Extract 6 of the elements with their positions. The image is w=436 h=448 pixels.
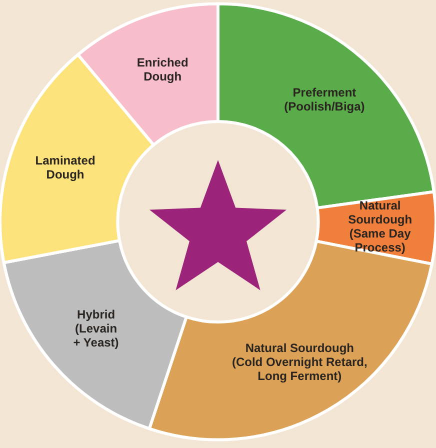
slice-label: Natural Sourdough (Cold Overnight Retard, Long Ferment) bbox=[232, 340, 368, 383]
slice-label: Preferment (Poolish/Biga) bbox=[284, 85, 365, 114]
slice-label: Laminated Dough bbox=[35, 153, 96, 182]
slice-label: Enriched Dough bbox=[136, 55, 188, 84]
slice-label: Hybrid (Levain + Yeast) bbox=[73, 308, 119, 350]
slice-label: Natural Sourdough (Same Day Process) bbox=[348, 198, 412, 254]
